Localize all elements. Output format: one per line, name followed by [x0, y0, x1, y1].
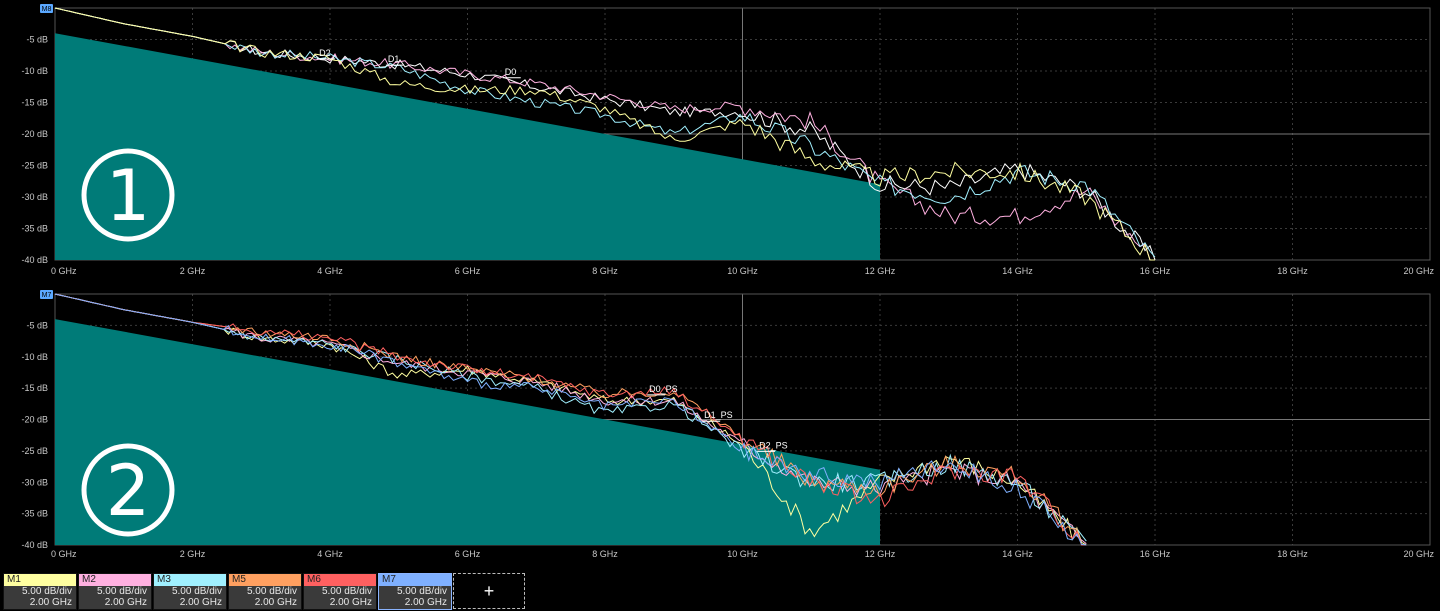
x-tick-label: 14 GHz	[1002, 549, 1033, 559]
x-tick-label: 2 GHz	[180, 266, 206, 276]
trace-line	[54, 293, 1087, 546]
math-tile-center: 2.00 GHz	[254, 597, 297, 608]
math-tile-scale: 5.00 dB/div	[396, 586, 447, 597]
y-tick-label: -35 dB	[21, 509, 48, 519]
marker-label: D1_PS	[704, 410, 733, 420]
x-tick-label: 4 GHz	[317, 549, 343, 559]
spectrum-panel-1[interactable]: D2D1D00-5 dB-10 dB-15 dB-20 dB-25 dB-30 …	[0, 0, 1440, 285]
x-tick-label: 18 GHz	[1277, 549, 1308, 559]
math-tile-center: 2.00 GHz	[404, 597, 447, 608]
x-tick-label: 10 GHz	[727, 266, 758, 276]
math-tile-name: M5	[229, 574, 301, 586]
trace-line	[54, 7, 1156, 258]
math-tile-bar: M1 5.00 dB/div 2.00 GHz M2 5.00 dB/div 2.00 G…	[0, 565, 1440, 611]
panel-number-circle	[81, 148, 175, 242]
math-tile-center: 2.00 GHz	[104, 597, 147, 608]
panel-number-badge: 1	[81, 148, 175, 242]
x-tick-label: 20 GHz	[1403, 549, 1434, 559]
y-tick-label: -15 dB	[21, 98, 48, 108]
math-tile-center: 2.00 GHz	[329, 597, 372, 608]
marker-label: D2	[319, 48, 331, 58]
math-tile-scale: 5.00 dB/div	[246, 586, 297, 597]
math-tile-scale: 5.00 dB/div	[321, 586, 372, 597]
add-math-button[interactable]: +	[453, 573, 525, 609]
x-tick-label: 12 GHz	[865, 549, 896, 559]
math-tile-name: M1	[4, 574, 76, 586]
x-tick-label: 6 GHz	[455, 266, 481, 276]
math-tile-center: 2.00 GHz	[179, 597, 222, 608]
y-tick-label: -40 dB	[21, 540, 48, 550]
y-tick-label: -30 dB	[21, 192, 48, 202]
trace-badge-label: M7	[42, 292, 52, 299]
panel-number-badge: 2	[81, 443, 175, 537]
y-tick-label: -40 dB	[21, 255, 48, 265]
y-tick-label: -10 dB	[21, 66, 48, 76]
math-tile-name: M2	[79, 574, 151, 586]
math-tile-scale: 5.00 dB/div	[21, 586, 72, 597]
math-tile-m6[interactable]: M6 5.00 dB/div 2.00 GHz	[303, 573, 377, 610]
math-tile-name: M6	[304, 574, 376, 586]
y-tick-label: -20 dB	[21, 129, 48, 139]
panel-number-digit: 1	[106, 155, 151, 237]
x-tick-label: 18 GHz	[1277, 266, 1308, 276]
trace-badge[interactable]: M7	[40, 290, 53, 299]
x-tick-label: 14 GHz	[1002, 266, 1033, 276]
x-tick-label: 0 GHz	[51, 266, 77, 276]
math-tile-name: M3	[154, 574, 226, 586]
marker-label: D2_PS	[759, 440, 788, 450]
math-tile-m1[interactable]: M1 5.00 dB/div 2.00 GHz	[3, 573, 77, 610]
trace-line	[54, 293, 1087, 545]
math-tile-m5[interactable]: M5 5.00 dB/div 2.00 GHz	[228, 573, 302, 610]
trace-line	[54, 293, 1087, 542]
trace-badge-bg	[40, 4, 53, 13]
x-tick-label: 8 GHz	[592, 549, 618, 559]
math-tile-m7[interactable]: M7 5.00 dB/div 2.00 GHz	[378, 573, 452, 610]
y-tick-label: -20 dB	[21, 415, 48, 425]
math-tile-name: M7	[379, 574, 451, 586]
math-tile-m3[interactable]: M3 5.00 dB/div 2.00 GHz	[153, 573, 227, 610]
y-tick-label: -15 dB	[21, 383, 48, 393]
y-tick-label: -25 dB	[21, 161, 48, 171]
x-tick-label: 2 GHz	[180, 549, 206, 559]
grid	[54, 7, 1431, 261]
trace-badge-label: M8	[42, 6, 52, 13]
math-tile-scale: 5.00 dB/div	[96, 586, 147, 597]
trace-line	[54, 7, 1155, 261]
math-tile-m2[interactable]: M2 5.00 dB/div 2.00 GHz	[78, 573, 152, 610]
math-tile-center: 2.00 GHz	[29, 597, 72, 608]
spectrum-plot-1[interactable]: D2D1D00-5 dB-10 dB-15 dB-20 dB-25 dB-30 …	[0, 0, 1440, 285]
x-tick-label: 0 GHz	[51, 549, 77, 559]
y-tick-label: -35 dB	[21, 224, 48, 234]
marker-label: D1	[388, 54, 400, 64]
x-tick-label: 16 GHz	[1140, 549, 1171, 559]
trace-badge[interactable]: M8	[40, 4, 53, 13]
x-tick-label: 12 GHz	[865, 266, 896, 276]
x-tick-label: 20 GHz	[1403, 266, 1434, 276]
marker-label: D0	[505, 67, 517, 77]
x-tick-label: 8 GHz	[592, 266, 618, 276]
x-tick-label: 4 GHz	[317, 266, 343, 276]
y-tick-label: -25 dB	[21, 446, 48, 456]
mask-region	[55, 33, 880, 261]
marker-label: D0_PS	[649, 384, 678, 394]
y-tick-label: -10 dB	[21, 352, 48, 362]
y-tick-label: -5 dB	[26, 35, 48, 45]
trace-badge-bg	[40, 290, 53, 299]
y-tick-label: -5 dB	[26, 320, 48, 330]
mask-region	[55, 319, 880, 545]
panel-number-digit: 2	[106, 450, 151, 532]
panel-number-circle	[81, 443, 175, 537]
x-tick-label: 10 GHz	[727, 549, 758, 559]
y-tick-label: -30 dB	[21, 477, 48, 487]
x-tick-label: 16 GHz	[1140, 266, 1171, 276]
math-tile-scale: 5.00 dB/div	[171, 586, 222, 597]
x-tick-label: 6 GHz	[455, 549, 481, 559]
grid	[54, 293, 1431, 546]
